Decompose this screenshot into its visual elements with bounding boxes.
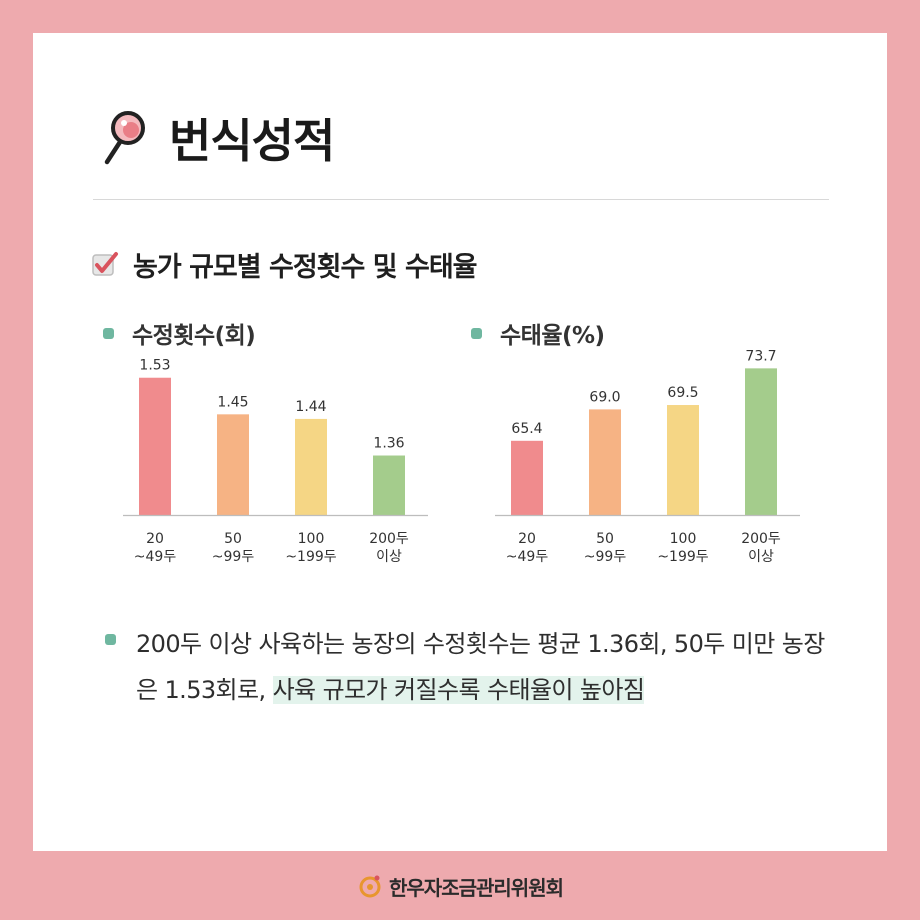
summary-highlight: 사육 규모가 커질수록 수태율이 높아짐	[272, 676, 645, 704]
data-label: 1.36	[373, 436, 404, 452]
chart-title-conception: 수태율(%)	[500, 323, 605, 349]
section-title: 농가 규모별 수정횟수 및 수태율	[133, 252, 478, 283]
bullet-dot	[103, 327, 114, 339]
footer: 한우자조금관리위원회	[0, 866, 920, 906]
category-label: ~99두	[212, 549, 255, 565]
summary-text: 200두 이상 사육하는 농장의 수정횟수는 평균 1.36회, 50두 미만 …	[136, 621, 825, 713]
data-label: 73.7	[745, 348, 776, 364]
data-label: 69.5	[667, 385, 698, 401]
data-label: 1.45	[217, 394, 248, 410]
chart-title-row-1: 수정횟수(회)	[103, 316, 256, 350]
data-label: 69.0	[589, 389, 620, 405]
content-card: 번식성적 농가 규모별 수정횟수 및 수태율 수정횟수(회) 1.53 20 ~49…	[33, 33, 887, 851]
category-label: ~99두	[584, 549, 627, 565]
bar	[589, 409, 621, 515]
conception-rate-chart: 65.4 20 ~49두 69.0 50 ~99두 69.5 100 ~199두 73.7 200두…	[495, 348, 800, 565]
chart-title-row-2: 수태율(%)	[471, 316, 605, 350]
hanwoo-logo-icon	[359, 875, 381, 898]
category-label: ~49두	[134, 549, 177, 565]
category-label: 100	[298, 531, 325, 547]
category-label: 100	[670, 531, 697, 547]
insemination-count-chart: 1.53 20 ~49두 1.45 50 ~99두 1.44 100 ~199두 1.36 200두…	[123, 358, 428, 565]
category-label: 20	[518, 531, 536, 547]
bullet-dot	[471, 327, 482, 339]
magnifier-icon	[104, 111, 145, 165]
summary-note: 200두 이상 사육하는 농장의 수정횟수는 평균 1.36회, 50두 미만 …	[105, 621, 825, 713]
summary-text-main: 200두 이상 사육하는 농장의 수정횟수는 평균 1.36회, 50두 미만 …	[136, 630, 825, 704]
bar	[511, 440, 543, 515]
category-label: 50	[596, 531, 614, 547]
category-label: 20	[146, 531, 164, 547]
data-label: 1.44	[295, 399, 326, 415]
footer-org-name: 한우자조금관리위원회	[389, 875, 564, 900]
title-row: 번식성적	[101, 103, 335, 173]
bar	[217, 414, 249, 515]
category-label: 이상	[376, 549, 402, 565]
category-label: 이상	[748, 549, 774, 565]
bullet-dot	[105, 634, 116, 645]
bar	[139, 377, 171, 515]
section-header: 농가 규모별 수정횟수 및 수태율	[91, 245, 478, 284]
category-label: 50	[224, 531, 242, 547]
page-title: 번식성적	[169, 114, 335, 168]
data-label: 65.4	[511, 421, 542, 437]
divider	[93, 199, 829, 200]
category-label: 200두	[741, 531, 781, 547]
chart-title-insemination: 수정횟수(회)	[132, 323, 256, 349]
category-label: ~199두	[285, 549, 336, 565]
data-label: 1.53	[139, 358, 170, 374]
category-label: 200두	[369, 531, 409, 547]
category-label: ~49두	[506, 549, 549, 565]
checkbox-icon	[92, 251, 118, 276]
category-label: ~199두	[657, 549, 708, 565]
bar	[745, 368, 777, 515]
bar	[373, 455, 405, 515]
bar	[667, 405, 699, 515]
bar	[295, 418, 327, 515]
